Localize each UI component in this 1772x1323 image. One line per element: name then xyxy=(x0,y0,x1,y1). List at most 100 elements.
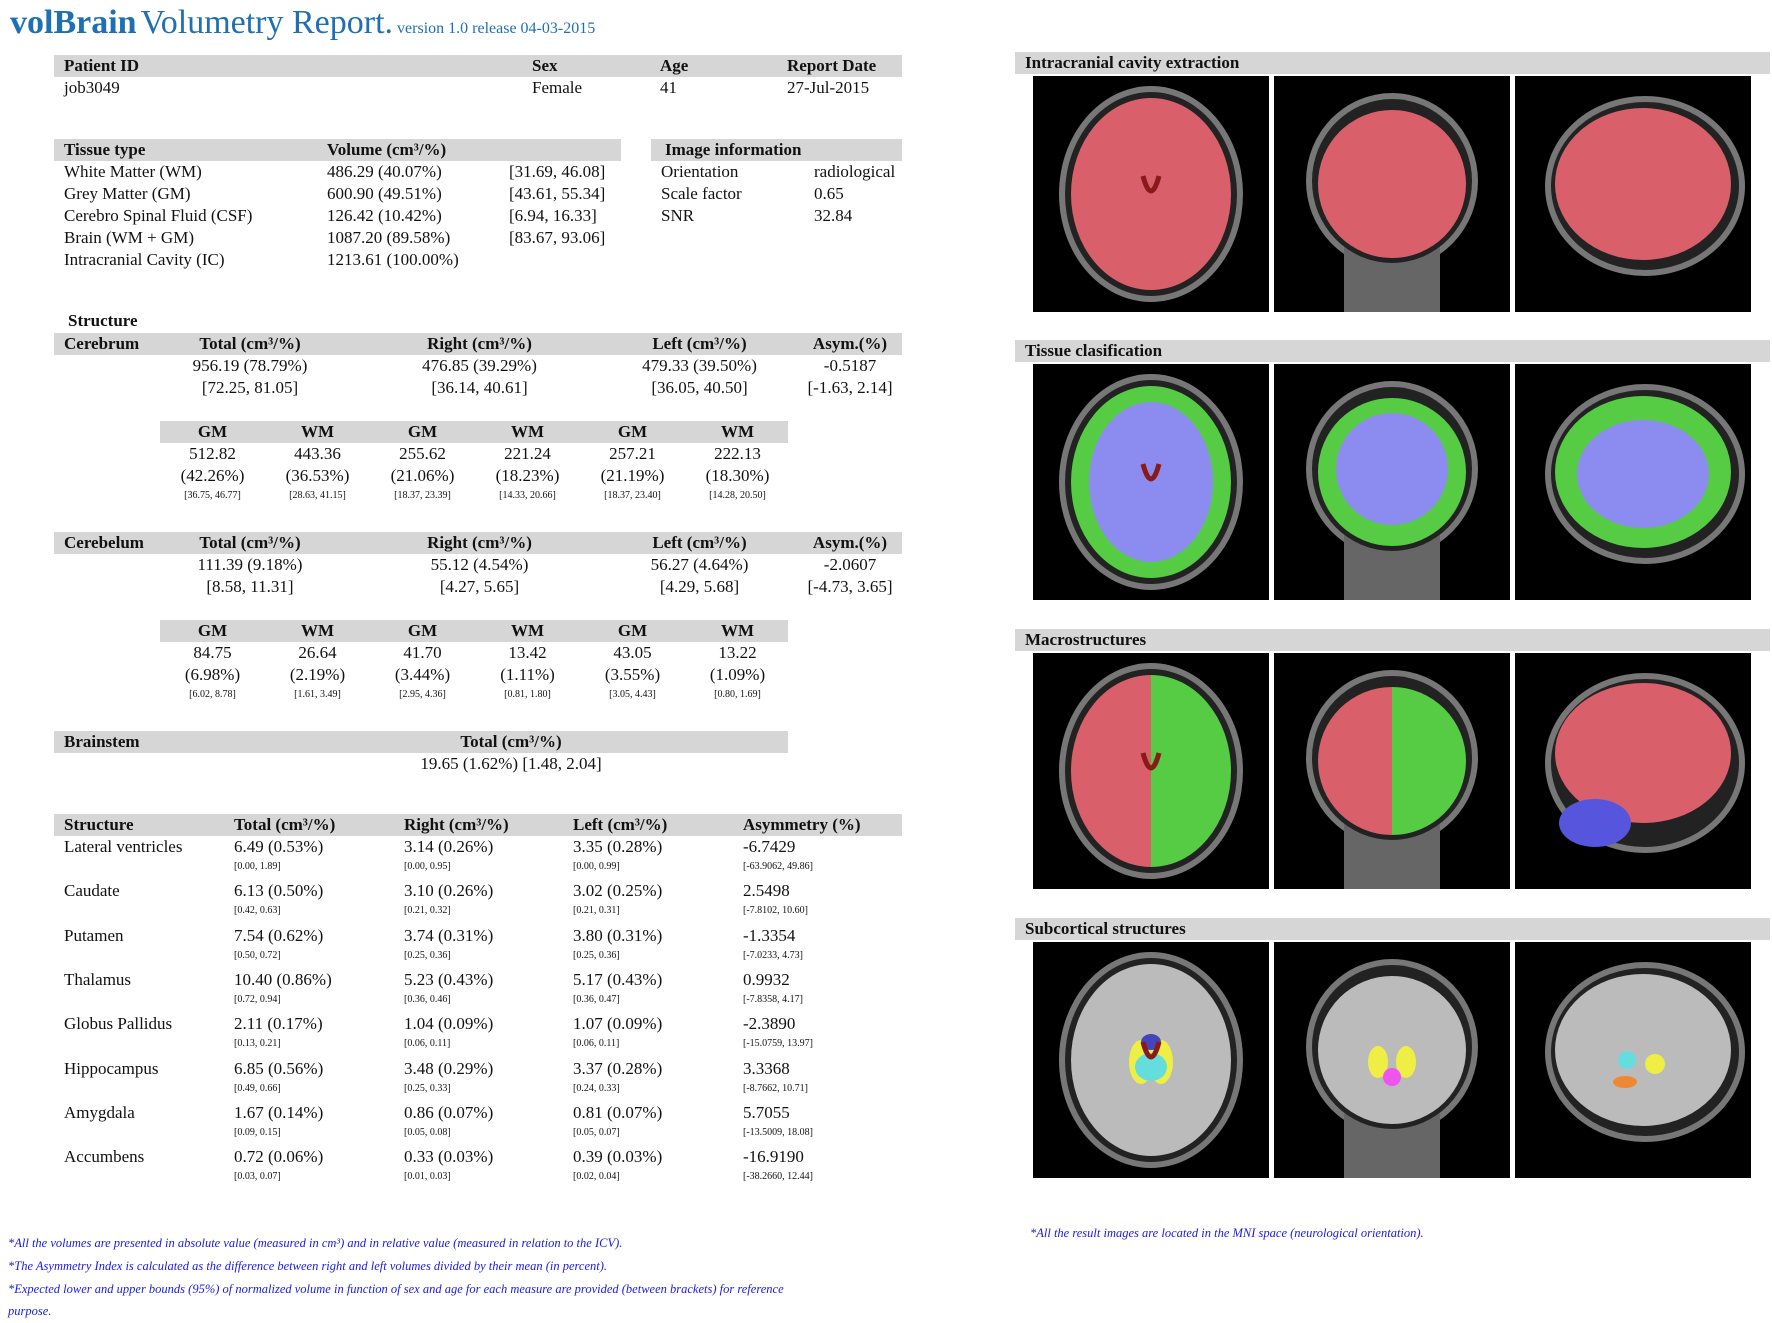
brainstem-total-header: Total (cm³/%) xyxy=(460,732,562,751)
brand-name: volBrain xyxy=(10,4,137,41)
report-title: volBrain Volumetry Report. version 1.0 r… xyxy=(10,4,595,42)
brain-image-sagittal xyxy=(1515,76,1751,312)
cerebrum-header: Total (cm³/%) xyxy=(199,334,301,353)
cerebrum-sub-header-bar xyxy=(160,421,788,443)
subcortical-row-name: Putamen xyxy=(64,925,124,945)
subcortical-row-range-left: [0.06, 0.11] xyxy=(573,1038,620,1050)
cerebrum-sub-range: [14.33, 20.66] xyxy=(499,490,556,501)
subcortical-row-range-asym: [-15.0759, 13.97] xyxy=(743,1038,813,1050)
subcortical-row-total: 6.13 (0.50%) xyxy=(234,881,324,901)
cerebelum-sub-value: 26.64 xyxy=(298,643,337,662)
cerebelum-sub-range: [6.02, 8.78] xyxy=(189,689,236,700)
cerebelum-sub-header: GM xyxy=(617,621,648,640)
cerebelum-sub-value: 84.75 xyxy=(193,643,232,662)
panel-header-bar xyxy=(1015,340,1770,362)
cerebelum-sub-value: 13.42 xyxy=(508,643,547,662)
patient-id-value: job3049 xyxy=(64,78,120,97)
cerebrum-sub-value: 255.62 xyxy=(399,444,446,463)
subcortical-header: Left (cm³/%) xyxy=(573,815,668,834)
subcortical-row-right: 5.23 (0.43%) xyxy=(404,969,494,989)
cerebrum-sub-value: 222.13 xyxy=(714,444,761,463)
panel-header-bar xyxy=(1015,918,1770,940)
brain-image-sagittal xyxy=(1515,653,1751,889)
subcortical-row-asym: 3.3368 xyxy=(743,1058,790,1078)
panel-title: Tissue clasification xyxy=(1025,341,1163,360)
subcortical-row-range-total: [0.00, 1.89] xyxy=(234,861,281,872)
subcortical-row-name: Caudate xyxy=(64,881,120,901)
brain-image-coronal xyxy=(1274,364,1510,600)
subcortical-header: Total (cm³/%) xyxy=(234,815,336,834)
cerebelum-sub-range: [0.80, 1.69] xyxy=(714,689,761,700)
cerebrum-sub-pct: (21.06%) xyxy=(390,466,455,485)
subcortical-row-range-asym: [-8.7662, 10.71] xyxy=(743,1082,808,1094)
subcortical-row-right: 0.86 (0.07%) xyxy=(404,1102,494,1122)
cerebrum-value: 479.33 (39.50%) xyxy=(642,356,757,375)
cerebelum-header-bar xyxy=(54,532,902,554)
subcortical-row-range-left: [0.21, 0.31] xyxy=(573,905,620,917)
cerebrum-sub-range: [18.37, 23.39] xyxy=(394,490,451,501)
cerebelum-value: -2.0607 xyxy=(823,555,877,574)
tissue-row-volume: 1087.20 (89.58%) xyxy=(327,228,451,247)
note-volumes: *All the volumes are presented in absolu… xyxy=(8,1236,623,1250)
subcortical-row-range-total: [0.42, 0.63] xyxy=(234,905,281,917)
age-value: 41 xyxy=(660,78,677,97)
subcortical-row-range-asym: [-13.5009, 18.08] xyxy=(743,1126,813,1138)
subcortical-header: Structure xyxy=(64,815,134,834)
subcortical-row-right: 0.33 (0.03%) xyxy=(404,1147,494,1167)
subcortical-row-range-left: [0.05, 0.07] xyxy=(573,1126,620,1138)
subcortical-row-total: 1.67 (0.14%) xyxy=(234,1102,324,1122)
subcortical-row-name: Globus Pallidus xyxy=(64,1014,173,1034)
image-info-value: 32.84 xyxy=(814,206,853,225)
subcortical-header: Asymmetry (%) xyxy=(743,815,861,834)
subcortical-row-left: 0.39 (0.03%) xyxy=(573,1147,663,1167)
tissue-row-range: [43.61, 55.34] xyxy=(509,184,606,203)
cerebrum-sub-header: WM xyxy=(720,422,755,441)
cerebrum-header: Left (cm³/%) xyxy=(652,334,747,353)
subcortical-row-range-left: [0.25, 0.36] xyxy=(573,949,620,961)
cerebrum-name: Cerebrum xyxy=(64,334,140,353)
cerebrum-sub-pct: (42.26%) xyxy=(180,466,245,485)
subcortical-row-range-asym: [-7.8102, 10.60] xyxy=(743,905,808,917)
tissue-row-volume: 126.42 (10.42%) xyxy=(327,206,442,225)
subcortical-row-total: 0.72 (0.06%) xyxy=(234,1147,324,1167)
cerebelum-range: [-4.73, 3.65] xyxy=(807,577,893,596)
subcortical-row-range-right: [0.00, 0.95] xyxy=(404,861,451,872)
cerebelum-sub-pct: (3.55%) xyxy=(604,665,661,684)
cerebelum-sub-pct: (2.19%) xyxy=(289,665,346,684)
tissue-row-volume: 486.29 (40.07%) xyxy=(327,162,442,181)
cerebrum-value: 956.19 (78.79%) xyxy=(192,356,308,375)
cerebrum-value: 476.85 (39.29%) xyxy=(422,356,537,375)
tissue-row-name: Brain (WM + GM) xyxy=(64,228,194,247)
note-bounds-cont: purpose. xyxy=(8,1304,52,1318)
cerebelum-sub-value: 13.22 xyxy=(718,643,757,662)
tissue-header-bar xyxy=(54,139,621,161)
report-name: Volumetry Report. xyxy=(140,4,394,41)
subcortical-row-total: 7.54 (0.62%) xyxy=(234,925,324,945)
brain-image-sagittal xyxy=(1515,942,1751,1178)
subcortical-row-range-right: [0.36, 0.46] xyxy=(404,993,451,1005)
cerebelum-sub-value: 41.70 xyxy=(403,643,442,662)
cerebelum-sub-header: WM xyxy=(300,621,335,640)
subcortical-row-left: 1.07 (0.09%) xyxy=(573,1014,663,1034)
subcortical-row-asym: -2.3890 xyxy=(743,1014,796,1034)
cerebelum-range: [4.29, 5.68] xyxy=(659,577,740,596)
subcortical-row-range-right: [0.25, 0.36] xyxy=(404,949,451,961)
tissue-row-volume: 600.90 (49.51%) xyxy=(327,184,442,203)
cerebrum-sub-value: 221.24 xyxy=(504,444,551,463)
subcortical-row-left: 3.37 (0.28%) xyxy=(573,1058,663,1078)
cerebrum-sub-pct: (21.19%) xyxy=(600,466,665,485)
cerebrum-sub-header: GM xyxy=(407,422,438,441)
subcortical-row-total: 6.85 (0.56%) xyxy=(234,1058,324,1078)
panel-title: Intracranial cavity extraction xyxy=(1025,53,1240,72)
sex-value: Female xyxy=(532,78,583,97)
cerebelum-sub-pct: (6.98%) xyxy=(184,665,241,684)
subcortical-row-range-right: [0.05, 0.08] xyxy=(404,1126,451,1138)
image-info-label: Orientation xyxy=(661,162,739,181)
subcortical-row-name: Thalamus xyxy=(64,969,132,989)
subcortical-row-range-right: [0.25, 0.33] xyxy=(404,1082,451,1094)
subcortical-row-name: Accumbens xyxy=(64,1147,145,1167)
report-date-value: 27-Jul-2015 xyxy=(787,78,870,97)
subcortical-row-range-total: [0.49, 0.66] xyxy=(234,1082,281,1094)
cerebrum-range: [-1.63, 2.14] xyxy=(807,378,893,397)
subcortical-row-total: 10.40 (0.86%) xyxy=(234,969,332,989)
